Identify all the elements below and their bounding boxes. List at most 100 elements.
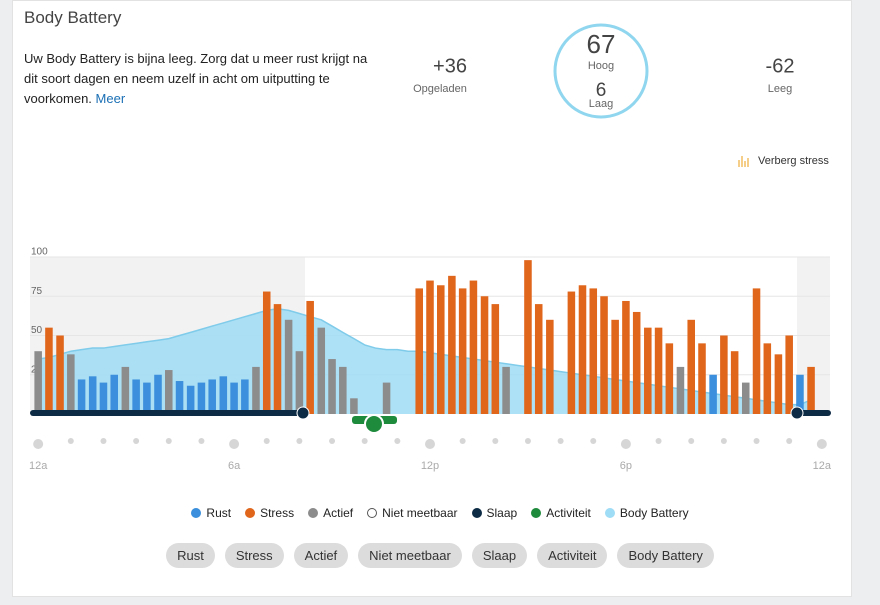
stress-bar bbox=[426, 280, 434, 414]
stress-bar bbox=[632, 311, 641, 414]
hour-dot bbox=[100, 438, 107, 444]
filter-button[interactable]: Activiteit bbox=[537, 543, 608, 568]
chart: 67 Hoog 6 Laag +36 Opgeladen -62 Leeg Ve… bbox=[29, 23, 832, 472]
stress-bar bbox=[262, 291, 271, 414]
legend-label: Actief bbox=[323, 506, 354, 520]
hour-dot bbox=[590, 438, 597, 444]
charged-value: +36 bbox=[433, 55, 467, 77]
stress-bar bbox=[110, 374, 119, 414]
x-tick-label: 12a bbox=[29, 460, 48, 472]
stress-bar bbox=[480, 296, 489, 414]
legend-swatch bbox=[604, 508, 615, 518]
legend-label: Activiteit bbox=[546, 506, 591, 520]
stress-bar bbox=[34, 351, 42, 414]
x-tick-label: 12p bbox=[421, 460, 439, 472]
stress-bar bbox=[88, 376, 97, 414]
legend-swatch bbox=[245, 508, 256, 518]
stress-bar bbox=[56, 335, 64, 414]
stress-bar bbox=[77, 379, 86, 414]
stress-bar bbox=[752, 288, 761, 414]
hour-dot bbox=[655, 438, 662, 444]
legend-item[interactable]: Slaap bbox=[471, 506, 518, 520]
filter-button[interactable]: Niet meetbaar bbox=[358, 543, 462, 568]
stress-toggle[interactable]: Verberg stress bbox=[758, 155, 829, 167]
legend-label: Slaap bbox=[486, 506, 518, 520]
card-title: Body Battery bbox=[24, 8, 122, 27]
x-tick-label: 6a bbox=[228, 460, 241, 472]
stress-bar bbox=[698, 343, 706, 414]
stress-bar bbox=[165, 370, 173, 414]
stress-bar bbox=[328, 359, 336, 414]
filter-button[interactable]: Stress bbox=[224, 543, 284, 568]
stress-bar bbox=[121, 366, 130, 414]
legend-item[interactable]: Activiteit bbox=[531, 506, 591, 520]
legend-item[interactable]: Actief bbox=[308, 506, 353, 520]
stress-bar bbox=[175, 381, 184, 414]
sleep-icon bbox=[296, 406, 310, 420]
x-tick-dot bbox=[816, 439, 827, 449]
filter-button[interactable]: Rust bbox=[166, 543, 215, 568]
stress-bar bbox=[774, 354, 783, 414]
stress-bar bbox=[654, 327, 663, 414]
legend-label: Rust bbox=[206, 506, 232, 520]
high-value: 67 bbox=[587, 29, 616, 59]
legend-item[interactable]: Body Battery bbox=[604, 506, 689, 520]
stress-bar bbox=[502, 366, 510, 414]
stress-bar bbox=[295, 351, 304, 414]
stress-bar bbox=[709, 374, 717, 414]
message-text: Uw Body Battery is bijna leeg. Zorg dat … bbox=[24, 51, 368, 106]
stress-bar bbox=[197, 382, 206, 414]
stress-bar bbox=[534, 304, 543, 414]
legend-item[interactable]: Stress bbox=[245, 506, 294, 520]
legend-label: Body Battery bbox=[619, 506, 689, 520]
stress-toggle-icon[interactable] bbox=[738, 156, 749, 167]
stress-bar bbox=[99, 382, 108, 414]
low-label: Laag bbox=[589, 98, 613, 110]
stress-bar bbox=[600, 296, 608, 414]
legend-label: Stress bbox=[260, 506, 295, 520]
y-tick-label: 100 bbox=[31, 247, 48, 258]
stress-bar bbox=[589, 288, 598, 414]
stress-bar bbox=[437, 285, 445, 414]
filter-button[interactable]: Body Battery bbox=[617, 543, 714, 568]
stress-bar bbox=[241, 379, 249, 414]
stress-bar bbox=[676, 366, 685, 414]
drained-label: Leeg bbox=[768, 83, 792, 95]
low-value: 6 bbox=[596, 80, 607, 101]
legend-swatch bbox=[367, 508, 378, 518]
stress-bar bbox=[665, 343, 674, 414]
filter-button[interactable]: Slaap bbox=[471, 543, 528, 568]
x-tick-label: 12a bbox=[813, 460, 832, 472]
y-tick-label: 50 bbox=[31, 325, 43, 336]
stress-bar bbox=[143, 382, 151, 414]
activity-icon bbox=[364, 414, 384, 434]
more-link[interactable]: Meer bbox=[95, 91, 126, 106]
legend-item[interactable]: Niet meetbaar bbox=[367, 506, 458, 520]
stress-bar bbox=[382, 382, 391, 414]
hour-dot bbox=[394, 438, 401, 444]
drained-value: -62 bbox=[766, 55, 795, 77]
filter-button[interactable]: Actief bbox=[293, 543, 349, 568]
stress-bar bbox=[230, 382, 238, 414]
stress-bar bbox=[687, 319, 695, 414]
stress-bar bbox=[284, 319, 293, 414]
hour-dot bbox=[361, 438, 368, 444]
stress-bar bbox=[154, 374, 162, 414]
stress-bar bbox=[317, 327, 326, 414]
hour-dot bbox=[753, 438, 760, 444]
hour-dot bbox=[786, 438, 793, 444]
x-tick-dot bbox=[229, 439, 240, 449]
stress-bar bbox=[186, 385, 195, 414]
hour-dot bbox=[67, 438, 74, 444]
stress-bar bbox=[546, 319, 554, 414]
battery-ring bbox=[553, 23, 649, 119]
high-label: Hoog bbox=[588, 60, 614, 72]
hour-dot bbox=[296, 438, 303, 444]
stress-bar bbox=[45, 327, 53, 414]
legend-swatch bbox=[531, 508, 542, 518]
hour-dot bbox=[524, 438, 531, 444]
hour-dot bbox=[492, 438, 499, 444]
legend-item[interactable]: Rust bbox=[191, 506, 231, 520]
message: Uw Body Battery is bijna leeg. Zorg dat … bbox=[24, 49, 369, 109]
